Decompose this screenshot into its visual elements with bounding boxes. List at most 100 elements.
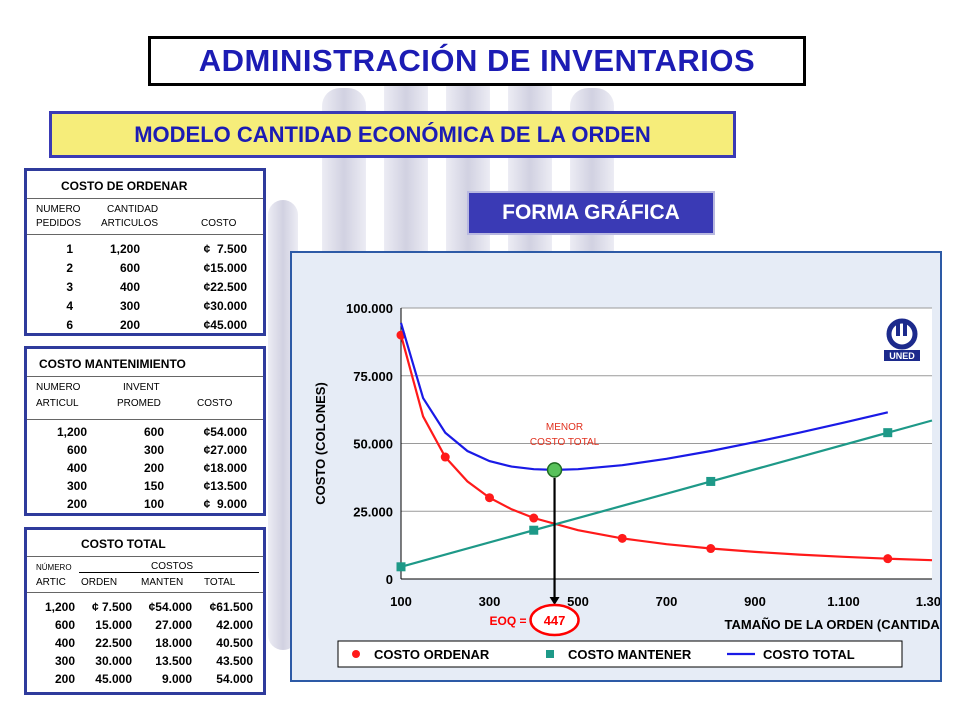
- forma-grafica-label: FORMA GRÁFICA: [467, 191, 715, 235]
- data-point: [529, 513, 539, 523]
- table-title: COSTO MANTENIMIENTO: [39, 357, 186, 371]
- x-tick-label: 1.300: [916, 594, 940, 609]
- table-cell: 2: [66, 261, 73, 275]
- uned-logo-band: [884, 350, 920, 361]
- table-cell: 42.000: [216, 618, 253, 632]
- uned-logo-icon: [896, 323, 900, 336]
- page-title-text: ADMINISTRACIÓN DE INVENTARIOS: [198, 43, 756, 78]
- table-cell: 1,200: [56, 425, 87, 439]
- table-cell: ¢ 7.500: [203, 242, 247, 256]
- x-tick-label: 300: [479, 594, 501, 609]
- legend-label: COSTO TOTAL: [763, 647, 855, 662]
- col-header: CANTIDAD: [107, 204, 159, 215]
- table-cell: 600: [54, 618, 75, 632]
- table-cell: 200: [66, 497, 87, 511]
- table-cell: 600: [66, 443, 87, 457]
- table-cell: 4: [66, 299, 73, 313]
- col-header: ARTICUL: [36, 398, 79, 409]
- table-cell: 150: [143, 479, 164, 493]
- table-cell: ¢61.500: [209, 600, 253, 614]
- table-cell: 1: [66, 242, 73, 256]
- table-cell: ¢13.500: [203, 479, 247, 493]
- divider: [27, 376, 263, 377]
- y-tick-label: 50.000: [353, 437, 393, 452]
- table-cell: 54.000: [216, 672, 253, 686]
- table-cell: ¢ 7.500: [91, 600, 132, 614]
- table-cell: 400: [54, 636, 75, 650]
- table-cell: 15.000: [95, 618, 132, 632]
- y-tick-label: 0: [386, 572, 393, 587]
- x-tick-label: 500: [567, 594, 589, 609]
- table-cell: 300: [119, 299, 140, 313]
- page-subtitle-text: MODELO CANTIDAD ECONÓMICA DE LA ORDEN: [134, 121, 651, 147]
- table-cell: ¢45.000: [203, 318, 247, 332]
- y-tick-label: 100.000: [346, 301, 393, 316]
- table-cell: 40.500: [216, 636, 253, 650]
- costos-underline: [79, 572, 259, 573]
- data-point: [440, 452, 450, 462]
- eoq-value: 447: [544, 613, 566, 628]
- table-cell: 18.000: [155, 636, 192, 650]
- table-title: COSTO DE ORDENAR: [61, 179, 188, 193]
- table-cell: 22.500: [95, 636, 132, 650]
- col-header: COSTO: [197, 398, 233, 409]
- eoq-value-ring: [529, 603, 580, 637]
- table-cell: 400: [66, 461, 87, 475]
- table-cell: 300: [54, 654, 75, 668]
- table-cell: ¢54.000: [203, 425, 247, 439]
- series-line: [399, 334, 933, 562]
- table-cell: ¢54.000: [148, 600, 192, 614]
- costo-total-table: COSTO TOTAL NÚMERO COSTOS ARTIC ORDEN MA…: [24, 527, 266, 695]
- legend-marker: [546, 650, 554, 658]
- table-cell: 1,200: [109, 242, 140, 256]
- data-point: [706, 476, 716, 486]
- divider: [27, 198, 263, 199]
- legend-label: COSTO ORDENAR: [374, 647, 490, 662]
- col-header: ORDEN: [81, 577, 118, 588]
- series-line: [399, 322, 889, 472]
- data-point: [883, 428, 893, 438]
- table-cell: 43.500: [216, 654, 253, 668]
- table-cell: 600: [119, 261, 140, 275]
- uned-logo-icon: [886, 318, 918, 350]
- table-cell: ¢27.000: [203, 443, 247, 457]
- table-cell: 600: [143, 425, 164, 439]
- table-title: COSTO TOTAL: [81, 537, 166, 551]
- col-header: NUMERO: [36, 204, 81, 215]
- data-point: [485, 493, 494, 503]
- divider: [27, 234, 263, 235]
- x-axis-title: TAMAÑO DE LA ORDEN (CANTIDAD): [725, 617, 940, 632]
- col-header: TOTAL: [204, 577, 236, 588]
- table-cell: 27.000: [155, 618, 192, 632]
- eoq-chart: 0 25.000 50.000 75.000 100.000 100 300 500 700 90…: [313, 301, 953, 668]
- table-cell: ¢18.000: [203, 461, 247, 475]
- annotation-text: MENOR: [546, 422, 583, 433]
- divider: [27, 556, 263, 557]
- x-tick-label: 900: [744, 594, 766, 609]
- uned-logo-text: UNED: [889, 351, 915, 361]
- table-cell: 3: [66, 280, 73, 294]
- table-cell: 1,200: [44, 600, 75, 614]
- table-cell: 300: [66, 479, 87, 493]
- page-subtitle: MODELO CANTIDAD ECONÓMICA DE LA ORDEN: [49, 111, 736, 158]
- x-tick-label: 700: [656, 594, 678, 609]
- col-header: ARTIC: [36, 577, 66, 588]
- menor-costo-marker: [546, 462, 563, 478]
- eoq-label: EOQ =: [490, 614, 527, 628]
- divider: [27, 592, 263, 593]
- y-tick-label: 75.000: [353, 369, 393, 384]
- table-cell: 30.000: [95, 654, 132, 668]
- table-cell: ¢30.000: [203, 299, 247, 313]
- col-header: PEDIDOS: [36, 218, 82, 229]
- data-point: [529, 525, 539, 535]
- divider: [27, 419, 263, 420]
- costo-ordenar-table: COSTO DE ORDENAR NUMERO PEDIDOS CANTIDAD…: [24, 168, 266, 336]
- x-tick-label: 1.100: [827, 594, 860, 609]
- data-point: [396, 562, 406, 572]
- table-cell: 400: [119, 280, 140, 294]
- col-header: ARTICULOS: [101, 218, 159, 229]
- costos-label: COSTOS: [151, 561, 194, 572]
- col-header: NUMERO: [36, 382, 81, 393]
- col-header: PROMED: [117, 398, 161, 409]
- numero-label: NÚMERO: [36, 563, 72, 572]
